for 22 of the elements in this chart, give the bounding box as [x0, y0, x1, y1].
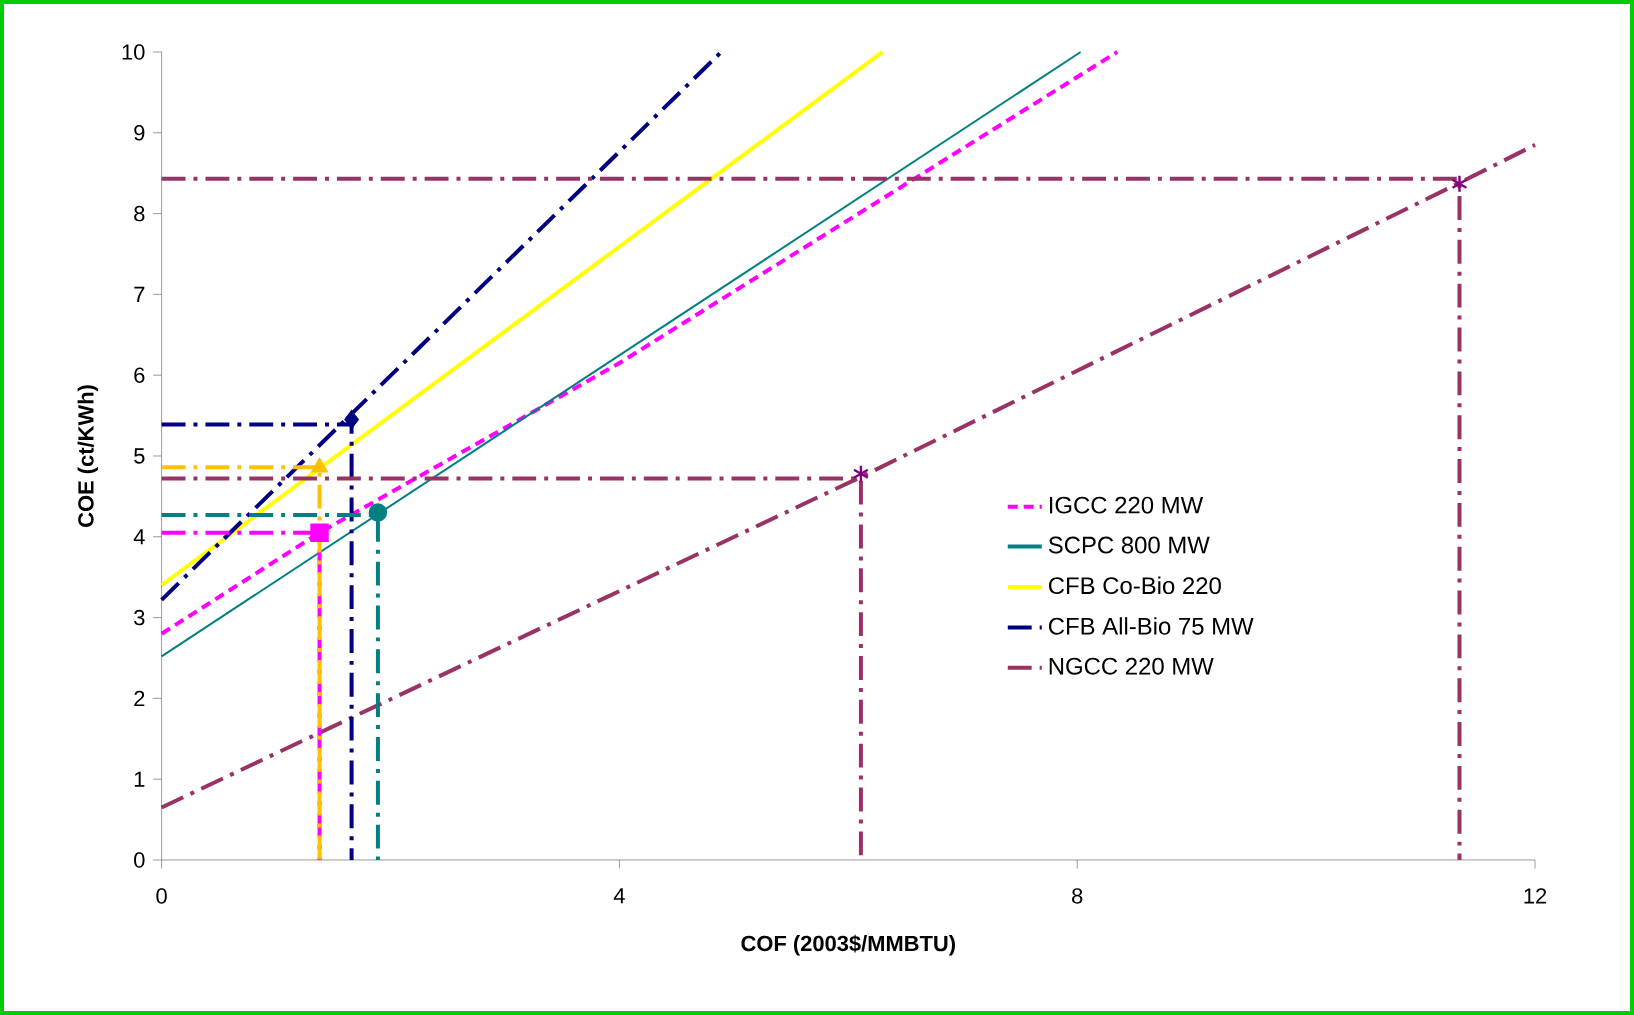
legend-label: SCPC 800 MW	[1048, 536, 1210, 554]
y-tick-label: 8	[134, 205, 145, 222]
y-tick-label: 7	[134, 286, 145, 302]
y-tick-label: 4	[133, 529, 145, 545]
legend-label: CFB All-Bio 75 MW	[1048, 617, 1254, 635]
legend-label: NGCC 220 MW	[1049, 657, 1214, 675]
y-tick-label: 9	[134, 125, 145, 141]
y-tick-label: 1	[134, 771, 145, 787]
y-tick-label: 6	[134, 367, 145, 383]
legend-label: CFB Co-Bio 220	[1048, 576, 1221, 595]
y-tick-label: 3	[134, 609, 145, 626]
y-tick-label: 5	[134, 448, 145, 464]
x-tick-label: 4	[613, 888, 625, 904]
x-tick-label: 12	[1524, 888, 1547, 904]
x-tick-label: 0	[156, 888, 167, 904]
y-tick-label: 2	[134, 690, 145, 707]
x-tick-label: 8	[1072, 888, 1083, 904]
y-axis-title: COE (ct/KWh)	[77, 385, 98, 527]
legend-label: IGCC 220 MW	[1049, 496, 1204, 514]
y-tick-label: 10	[122, 44, 145, 60]
x-axis-title: COF (2003$/MMBTU)	[741, 934, 955, 956]
y-tick-label: 0	[134, 852, 145, 868]
